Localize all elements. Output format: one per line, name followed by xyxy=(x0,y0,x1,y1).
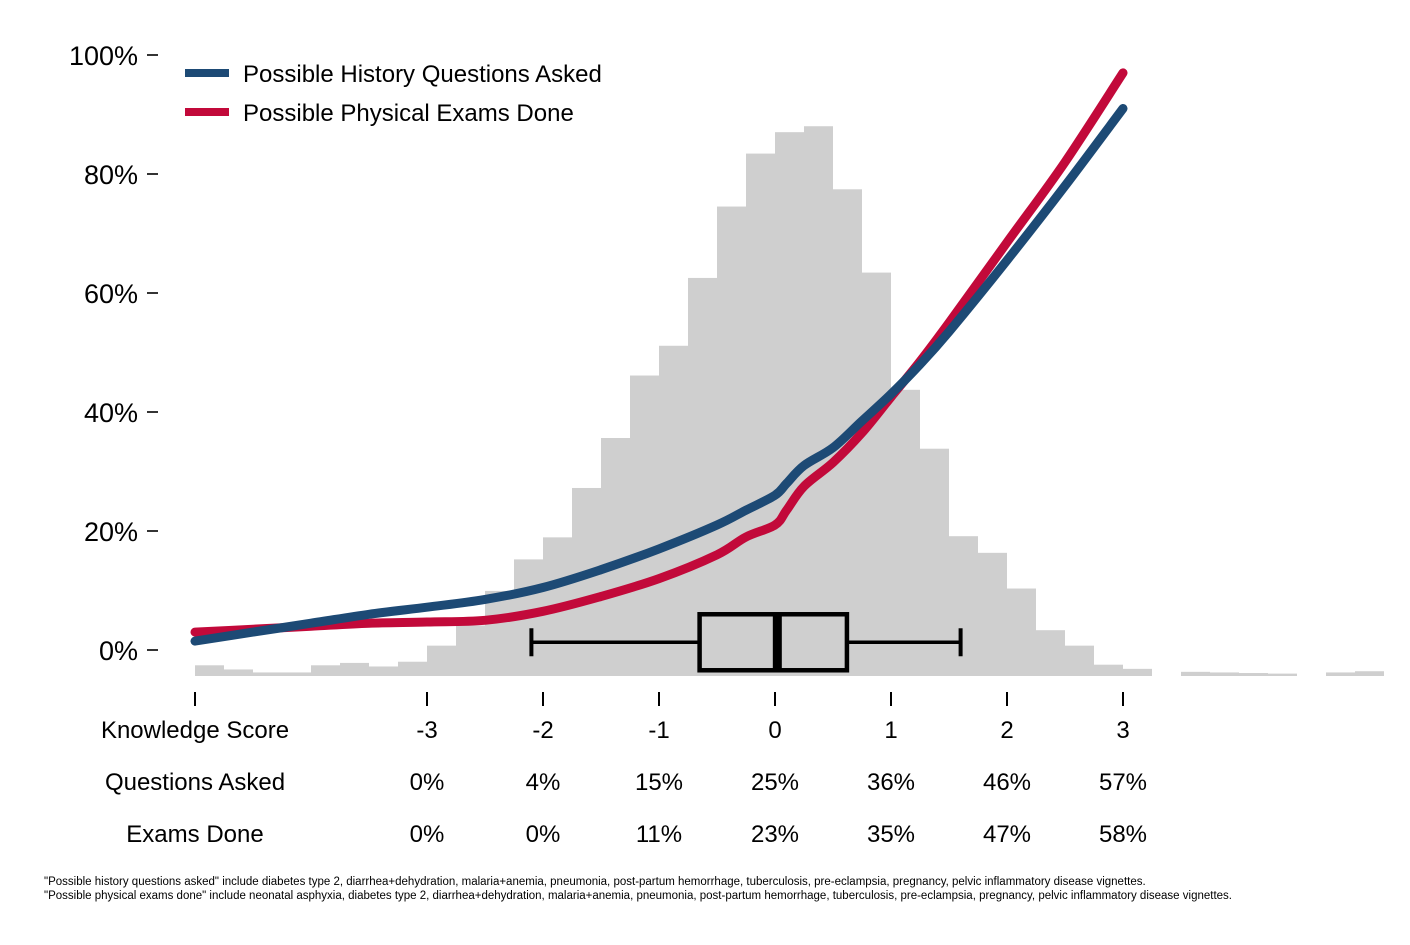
histogram-bar xyxy=(630,375,659,676)
row-value-questions-asked: 25% xyxy=(751,769,799,796)
legend-label-history: Possible History Questions Asked xyxy=(243,61,602,88)
row-value-knowledge-score: 2 xyxy=(1000,717,1013,744)
row-value-questions-asked: 36% xyxy=(867,769,915,796)
row-value-knowledge-score: 0 xyxy=(768,717,781,744)
footnotes: "Possible history questions asked" inclu… xyxy=(44,876,1232,902)
histogram-bar xyxy=(775,132,804,677)
row-label-exams-done: Exams Done xyxy=(126,821,263,848)
histogram-bar xyxy=(485,590,514,676)
histogram-bar xyxy=(369,666,398,676)
row-label-questions-asked: Questions Asked xyxy=(105,769,285,796)
row-value-exams-done: 0% xyxy=(410,821,445,848)
row-value-knowledge-score: -3 xyxy=(416,717,437,744)
row-value-knowledge-score: 1 xyxy=(884,717,897,744)
y-tick-label: 20% xyxy=(84,517,138,547)
summary-table: Knowledge Score -3 -2 -1 0 1 2 3 Questions Asked… xyxy=(101,717,1147,848)
histogram-bar xyxy=(804,126,833,677)
series-line-history xyxy=(190,104,1128,646)
histogram-bar xyxy=(456,625,485,676)
histogram-bar xyxy=(717,206,746,677)
histogram-bar xyxy=(746,153,775,677)
row-label-knowledge-score: Knowledge Score xyxy=(101,717,289,744)
y-tick-label: 80% xyxy=(84,160,138,190)
row-value-knowledge-score: 3 xyxy=(1116,717,1129,744)
histogram-bar xyxy=(427,645,456,676)
histogram-bar xyxy=(340,662,369,676)
row-value-exams-done: 35% xyxy=(867,821,915,848)
histogram-bar xyxy=(1268,673,1297,676)
histogram-bar xyxy=(253,672,282,676)
y-tick-label: 0% xyxy=(99,636,138,666)
histogram-bar xyxy=(224,669,253,676)
histogram-bar xyxy=(1326,672,1355,676)
histogram-bar xyxy=(311,665,340,676)
row-value-exams-done: 11% xyxy=(636,821,682,848)
row-value-questions-asked: 0% xyxy=(410,769,445,796)
histogram-bar xyxy=(891,389,920,676)
y-tick-label: 60% xyxy=(84,279,138,309)
histogram-bar xyxy=(1094,664,1123,676)
histogram-bar xyxy=(862,272,891,676)
histogram-bar xyxy=(688,277,717,676)
y-axis: 0% 20% 40% 60% 80% 100% xyxy=(69,41,158,666)
row-value-exams-done: 23% xyxy=(751,821,799,848)
series-line-exams xyxy=(190,68,1128,637)
histogram-bar xyxy=(659,345,688,676)
series-lines xyxy=(190,68,1128,646)
row-value-exams-done: 58% xyxy=(1099,821,1147,848)
histogram-bar xyxy=(1181,671,1210,676)
histogram-bar xyxy=(978,552,1007,676)
histogram xyxy=(195,126,1384,677)
row-value-questions-asked: 57% xyxy=(1099,769,1147,796)
histogram-bar xyxy=(398,661,427,676)
x-axis xyxy=(194,692,1124,706)
y-tick-label: 100% xyxy=(69,41,138,71)
histogram-bar xyxy=(1007,588,1036,676)
footnote-exams: "Possible physical exams done" include n… xyxy=(44,890,1232,902)
row-value-exams-done: 0% xyxy=(526,821,561,848)
histogram-bar xyxy=(949,536,978,676)
row-value-knowledge-score: -1 xyxy=(648,717,669,744)
legend-label-exams: Possible Physical Exams Done xyxy=(243,100,574,127)
histogram-bar xyxy=(1239,673,1268,676)
row-value-questions-asked: 4% xyxy=(526,769,561,796)
histogram-bar xyxy=(1355,671,1384,676)
row-value-questions-asked: 15% xyxy=(635,769,683,796)
histogram-bar xyxy=(282,672,311,676)
histogram-bar xyxy=(1036,630,1065,676)
row-value-knowledge-score: -2 xyxy=(532,717,553,744)
histogram-bar xyxy=(1123,668,1152,676)
histogram-bar xyxy=(920,448,949,676)
row-value-exams-done: 47% xyxy=(983,821,1031,848)
legend: Possible History Questions Asked Possibl… xyxy=(185,61,602,127)
y-tick-label: 40% xyxy=(84,398,138,428)
footnote-history: "Possible history questions asked" inclu… xyxy=(44,876,1146,888)
boxplot xyxy=(529,612,963,673)
row-value-questions-asked: 46% xyxy=(983,769,1031,796)
histogram-bar xyxy=(1065,645,1094,676)
histogram-bar xyxy=(1210,672,1239,676)
histogram-bar xyxy=(195,665,224,676)
